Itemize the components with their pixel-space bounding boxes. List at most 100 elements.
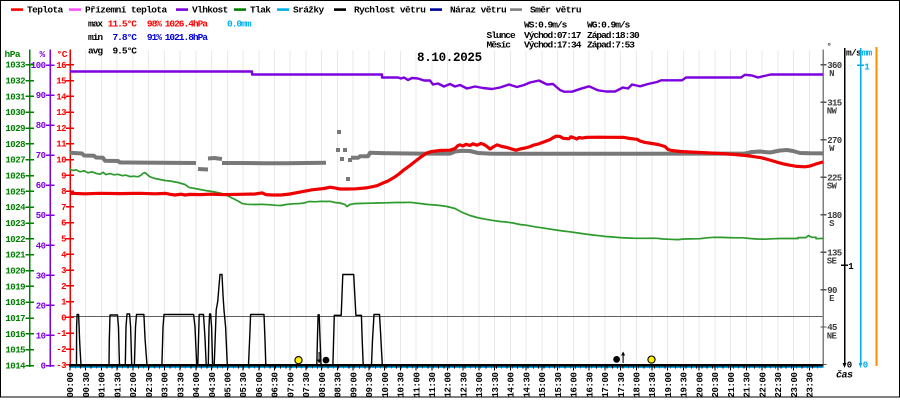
svg-text:-2: -2: [56, 345, 66, 355]
svg-text:1021: 1021: [5, 251, 26, 261]
svg-text:6: 6: [61, 219, 66, 229]
svg-text:13: 13: [56, 108, 66, 118]
svg-text:11:30: 11:30: [428, 372, 438, 397]
svg-text:12: 12: [56, 124, 66, 134]
svg-text:NE: NE: [827, 332, 838, 342]
svg-text:1028: 1028: [5, 140, 25, 150]
svg-text:18:00: 18:00: [633, 372, 643, 397]
svg-text:16: 16: [56, 61, 66, 71]
svg-text:hPa: hPa: [5, 49, 21, 60]
svg-text:1015: 1015: [5, 346, 25, 356]
svg-text:0: 0: [61, 313, 66, 323]
svg-text:20: 20: [36, 301, 46, 311]
svg-text:90: 90: [36, 91, 46, 101]
svg-text:315: 315: [827, 98, 842, 108]
svg-text:06:30: 06:30: [271, 372, 281, 397]
svg-text:07:30: 07:30: [302, 372, 312, 397]
svg-text:Východ:07:17: Východ:07:17: [524, 30, 582, 41]
svg-text:98%: 98%: [147, 19, 162, 30]
svg-text:360: 360: [827, 61, 842, 71]
svg-text:SW: SW: [827, 182, 838, 192]
svg-text:WG:0.9m/s: WG:0.9m/s: [587, 20, 631, 31]
svg-text:00:00: 00:00: [66, 372, 76, 397]
svg-text:0: 0: [847, 361, 852, 371]
svg-text:17:30: 17:30: [617, 372, 627, 397]
svg-text:1027: 1027: [5, 156, 25, 166]
svg-text:1031: 1031: [5, 92, 26, 102]
svg-text:04:30: 04:30: [208, 372, 218, 397]
svg-text:05:30: 05:30: [239, 372, 249, 397]
svg-text:16:00: 16:00: [570, 372, 580, 397]
svg-text:0: 0: [41, 362, 46, 372]
svg-text:Západ:18:30: Západ:18:30: [587, 30, 640, 41]
svg-text:Přízemní teplota: Přízemní teplota: [85, 5, 168, 16]
svg-text:13:00: 13:00: [475, 372, 485, 397]
svg-text:80: 80: [36, 121, 46, 131]
svg-text:10:00: 10:00: [381, 372, 391, 397]
svg-text:02:00: 02:00: [129, 372, 139, 397]
svg-text:Vlhkost: Vlhkost: [192, 5, 228, 16]
svg-text:19:00: 19:00: [664, 372, 674, 397]
svg-text:1: 1: [61, 298, 67, 308]
svg-text:10: 10: [36, 331, 46, 341]
svg-text:Měsíc: Měsíc: [487, 40, 512, 51]
svg-text:1026.4hPa: 1026.4hPa: [165, 19, 209, 30]
svg-text:4: 4: [61, 250, 67, 260]
svg-text:5: 5: [61, 235, 66, 245]
svg-text:7: 7: [61, 203, 66, 213]
svg-text:1022: 1022: [5, 235, 25, 245]
svg-text:07:00: 07:00: [286, 372, 296, 397]
svg-text:9.5°C: 9.5°C: [112, 45, 137, 56]
svg-text:1017: 1017: [5, 314, 25, 324]
svg-text:1026: 1026: [5, 172, 25, 182]
svg-text:50: 50: [36, 211, 46, 221]
svg-text:14:30: 14:30: [522, 372, 532, 397]
svg-text:1033: 1033: [5, 61, 25, 71]
svg-text:čas: čas: [836, 370, 853, 382]
svg-text:22:00: 22:00: [758, 372, 768, 397]
svg-text:00:30: 00:30: [82, 372, 92, 397]
svg-text:100: 100: [31, 61, 46, 71]
svg-text:11:00: 11:00: [412, 372, 422, 397]
svg-text:mm: mm: [862, 48, 873, 59]
svg-text:0: 0: [863, 361, 868, 371]
svg-text:180: 180: [827, 211, 842, 221]
svg-text:1: 1: [848, 262, 854, 272]
svg-text:1021.8hPa: 1021.8hPa: [165, 32, 209, 43]
svg-text:Tlak: Tlak: [250, 5, 271, 16]
svg-text:22:30: 22:30: [774, 372, 784, 397]
svg-text:avg: avg: [88, 45, 103, 56]
svg-text:1029: 1029: [5, 124, 25, 134]
svg-text:23:00: 23:00: [790, 372, 800, 397]
svg-text:-3: -3: [56, 361, 66, 371]
svg-text:21:30: 21:30: [743, 372, 753, 397]
svg-text:1030: 1030: [5, 108, 25, 118]
svg-text:14:00: 14:00: [507, 372, 517, 397]
svg-text:2: 2: [61, 282, 66, 292]
svg-text:18:30: 18:30: [648, 372, 658, 397]
svg-text:E: E: [829, 294, 835, 304]
svg-text:70: 70: [36, 151, 46, 161]
svg-text:02:30: 02:30: [145, 372, 155, 397]
svg-text:0.0mm: 0.0mm: [227, 19, 252, 30]
svg-text:14: 14: [56, 92, 67, 102]
svg-text:60: 60: [36, 181, 46, 191]
svg-text:135: 135: [827, 248, 842, 258]
svg-text:°: °: [827, 42, 832, 52]
svg-text:90: 90: [827, 286, 837, 296]
svg-text:23:30: 23:30: [806, 372, 816, 397]
svg-text:12:30: 12:30: [459, 372, 469, 397]
svg-text:-1: -1: [56, 329, 67, 339]
svg-text:max: max: [88, 19, 103, 30]
svg-text:15:30: 15:30: [554, 372, 564, 397]
svg-text:WS:0.9m/s: WS:0.9m/s: [524, 20, 568, 31]
svg-text:Východ:17:34: Východ:17:34: [524, 40, 582, 51]
svg-text:11.5°C: 11.5°C: [108, 19, 138, 30]
svg-text:1018: 1018: [5, 298, 25, 308]
svg-text:1016: 1016: [5, 330, 25, 340]
svg-text:3: 3: [61, 266, 66, 276]
svg-text:08:00: 08:00: [318, 372, 328, 397]
svg-text:1032: 1032: [5, 77, 25, 87]
svg-text:Slunce: Slunce: [487, 30, 517, 41]
svg-text:SE: SE: [827, 257, 838, 267]
